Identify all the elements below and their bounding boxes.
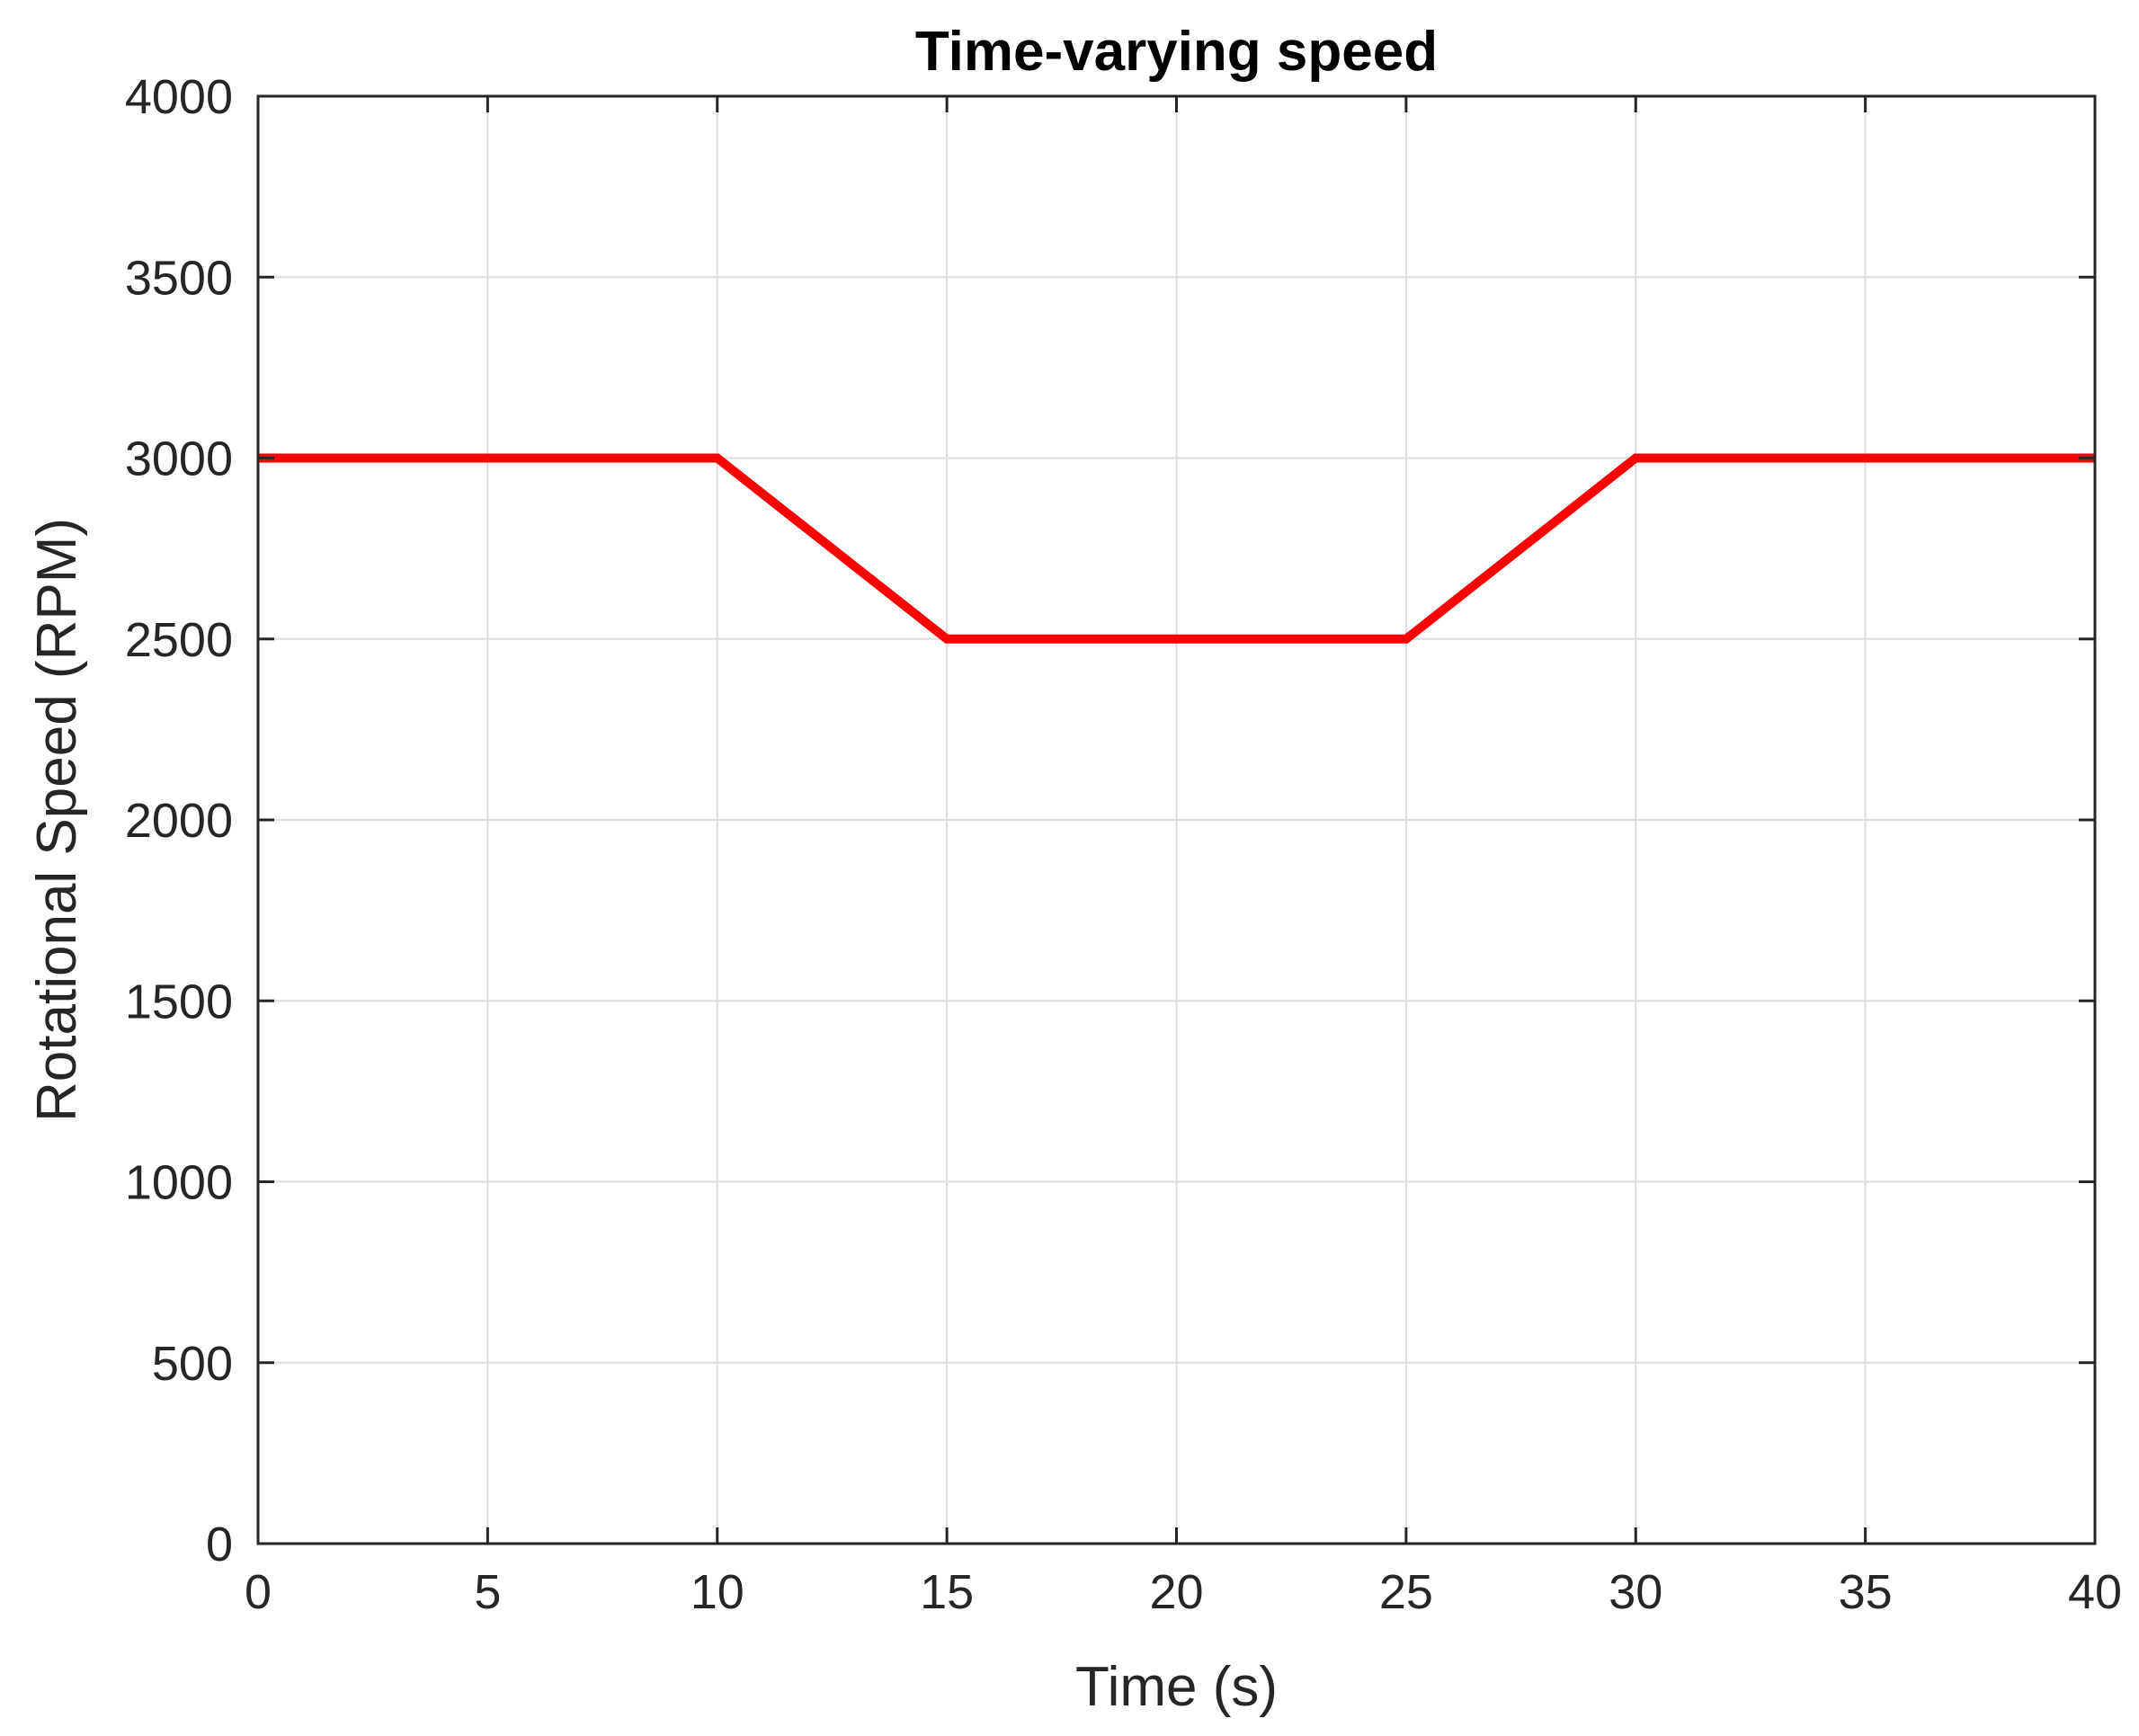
grid-lines bbox=[257, 95, 2096, 1545]
y-tick-label: 0 bbox=[206, 1518, 233, 1571]
x-tick-label: 5 bbox=[474, 1565, 501, 1619]
y-tick-label: 4000 bbox=[125, 70, 233, 124]
x-tick-label: 10 bbox=[691, 1565, 744, 1619]
x-tick-label: 35 bbox=[1839, 1565, 1893, 1619]
speed-series-line bbox=[258, 453, 2095, 644]
y-tick-label: 3000 bbox=[125, 432, 233, 486]
x-tick-label: 25 bbox=[1379, 1565, 1433, 1619]
y-tick-label: 500 bbox=[152, 1337, 233, 1391]
y-tick-label: 2500 bbox=[125, 613, 233, 667]
series-lines bbox=[258, 453, 2095, 644]
y-axis-label: Rotational Speed (RPM) bbox=[26, 518, 88, 1122]
x-tick-label: 30 bbox=[1609, 1565, 1662, 1619]
y-tick-label: 3500 bbox=[125, 251, 233, 305]
x-tick-label: 20 bbox=[1149, 1565, 1203, 1619]
y-tick-label: 1500 bbox=[125, 975, 233, 1028]
y-tick-label: 2000 bbox=[125, 794, 233, 848]
x-axis-label: Time (s) bbox=[1075, 1656, 1278, 1718]
chart-title: Time-varying speed bbox=[915, 21, 1438, 83]
tick-labels: 0 5 10 15 20 25 30 35 40 0 500 1000 1500 2000 2500 3000… bbox=[125, 70, 2122, 1619]
x-tick-label: 15 bbox=[920, 1565, 974, 1619]
x-tick-label: 0 bbox=[245, 1565, 272, 1619]
y-tick-label: 1000 bbox=[125, 1156, 233, 1210]
x-tick-label: 40 bbox=[2068, 1565, 2122, 1619]
axis-ticks bbox=[256, 94, 2097, 1545]
